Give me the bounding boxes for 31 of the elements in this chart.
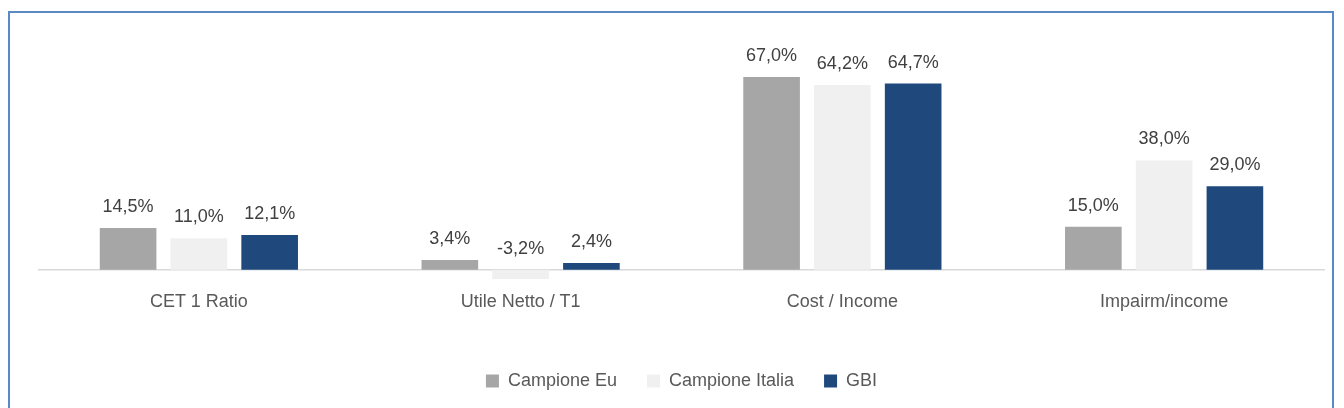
bar [1206, 186, 1264, 270]
data-label: 11,0% [174, 206, 224, 227]
x-tick-label: Impairm/income [1100, 290, 1229, 311]
data-label: 14,5% [102, 196, 154, 217]
data-label: 3,4% [429, 227, 471, 248]
x-tick-label: Cost / Income [786, 290, 898, 311]
bar [492, 269, 549, 279]
bar [421, 260, 479, 270]
data-label: 38,0% [1138, 128, 1190, 149]
bar [170, 238, 228, 270]
legend-label: GBI [846, 369, 878, 390]
data-label: 64,7% [887, 51, 939, 72]
bar [563, 262, 620, 270]
legend-label: Campione Eu [507, 369, 618, 390]
bar [1135, 160, 1193, 270]
bar [99, 228, 157, 270]
data-label: 15,0% [1067, 194, 1119, 215]
data-label: 12,1% [244, 202, 296, 223]
data-label: 67,0% [746, 44, 798, 65]
data-label: 29,0% [1209, 154, 1261, 175]
bar [241, 234, 298, 270]
x-tick-label: Utile Netto / T1 [460, 290, 581, 311]
bar [1065, 226, 1122, 270]
bar [814, 85, 871, 270]
data-label: -3,2% [497, 237, 545, 258]
legend-label: Campione Italia [668, 369, 796, 390]
bar [743, 77, 800, 270]
data-label: 2,4% [570, 230, 612, 251]
data-label: 64,2% [816, 53, 868, 74]
x-tick-label: CET 1 Ratio [150, 290, 248, 311]
bar [884, 83, 942, 270]
